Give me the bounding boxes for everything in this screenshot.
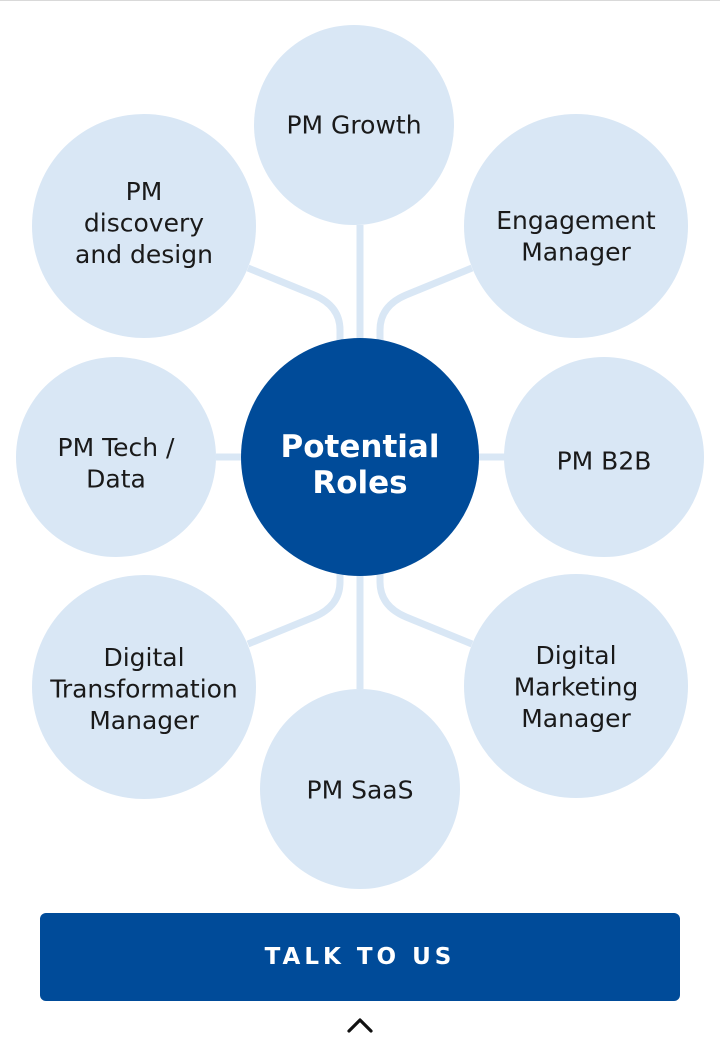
center-label: Potential Roles xyxy=(281,429,440,501)
top-divider xyxy=(0,0,720,1)
role-label: Digital Transformation Manager xyxy=(49,643,238,735)
role-bubble xyxy=(464,574,688,798)
role-label: PM Growth xyxy=(286,111,421,140)
role-label: PM discovery and design xyxy=(75,177,213,269)
talk-to-us-button[interactable]: TALK TO US xyxy=(40,913,680,1001)
scroll-to-top-button[interactable] xyxy=(345,1012,375,1038)
role-pm-growth: PM Growth xyxy=(254,25,454,225)
connector-digital-marketing-manager xyxy=(376,570,474,648)
connector-pm-discovery-and-design xyxy=(246,264,344,342)
role-label: PM Tech / Data xyxy=(58,433,176,494)
role-label: PM B2B xyxy=(557,447,652,476)
connector-engagement-manager xyxy=(376,264,474,342)
role-bubble xyxy=(504,357,704,557)
role-engagement-manager: Engagement Manager xyxy=(464,114,688,338)
role-pm-discovery-and-design: PM discovery and design xyxy=(32,114,256,338)
role-label: PM SaaS xyxy=(307,776,414,805)
role-bubbles: PM Growth Engagement Manager PM B2B Digital M… xyxy=(16,25,704,889)
talk-to-us-label: TALK TO US xyxy=(264,944,456,970)
role-bubble xyxy=(32,575,256,799)
role-digital-transformation-manager: Digital Transformation Manager xyxy=(32,575,256,799)
role-label: Digital Marketing Manager xyxy=(514,641,639,733)
role-bubble xyxy=(260,689,460,889)
role-bubble xyxy=(464,114,688,338)
connector-digital-transformation-manager xyxy=(246,570,344,648)
role-pm-tech-data: PM Tech / Data xyxy=(16,357,216,557)
role-label: Engagement Manager xyxy=(496,206,656,267)
roles-diagram: PM Growth Engagement Manager PM B2B Digital M… xyxy=(16,25,704,889)
role-bubble xyxy=(16,357,216,557)
center-circle xyxy=(241,338,479,576)
role-bubble xyxy=(32,114,256,338)
role-digital-marketing-manager: Digital Marketing Manager xyxy=(464,574,688,798)
role-pm-b2b: PM B2B xyxy=(504,357,704,557)
role-pm-saas: PM SaaS xyxy=(260,689,460,889)
connectors xyxy=(216,225,505,689)
center-node: Potential Roles xyxy=(241,338,479,576)
chevron-up-icon xyxy=(347,1018,373,1033)
role-bubble xyxy=(254,25,454,225)
